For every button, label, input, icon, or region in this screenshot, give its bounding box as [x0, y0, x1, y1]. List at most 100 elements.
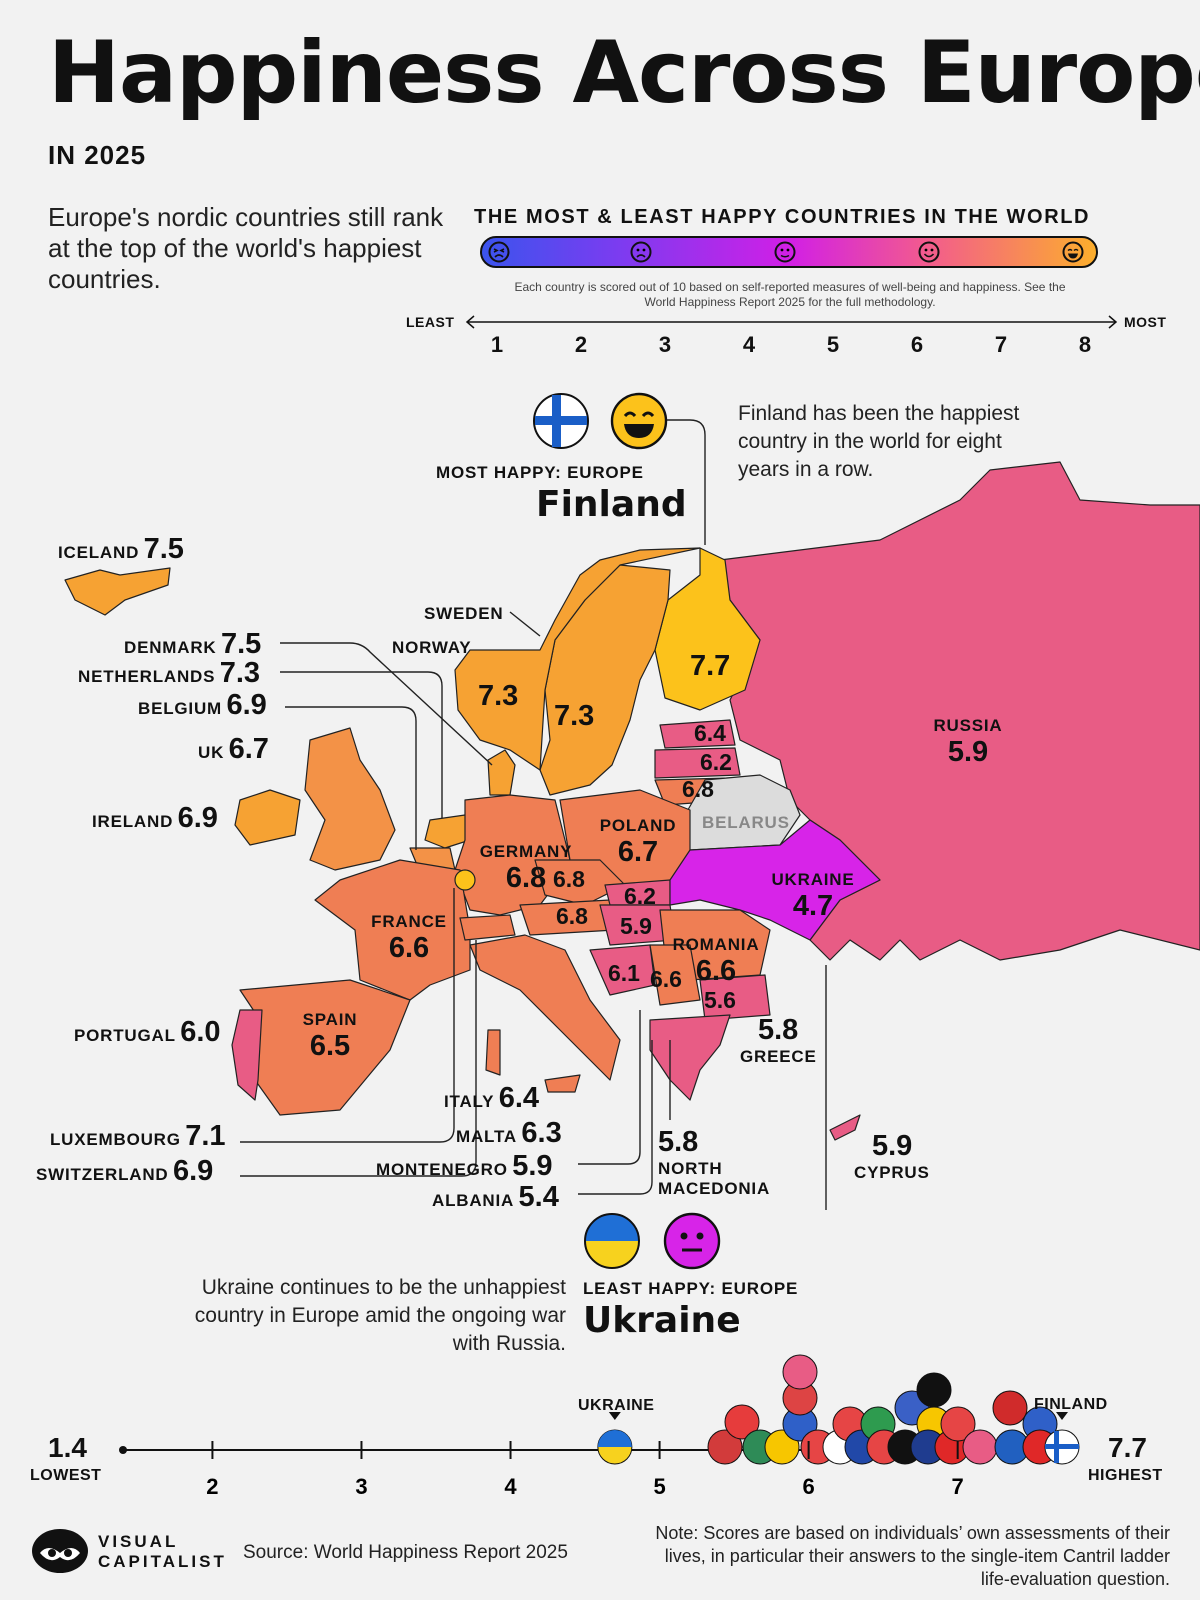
smiling-face-icon [918, 241, 940, 263]
scale-tick-4: 4 [742, 332, 756, 357]
lowest-dot [119, 1446, 127, 1454]
footnote-text: Note: Scores are based on individuals’ o… [655, 1523, 1170, 1589]
lowest-value: 1.4 [48, 1432, 87, 1463]
visual-capitalist-logo-icon [32, 1529, 88, 1573]
page-subtitle: IN 2025 [48, 140, 147, 170]
netherlands-region [424, 814, 471, 849]
austria-score: 6.8 [556, 903, 588, 929]
most-happy-note: Finland has been the happiest country in… [738, 402, 1020, 481]
switzerland-label: SWITZERLAND 6.9 [36, 1155, 214, 1187]
estonia-region [659, 719, 736, 749]
latvia-score: 6.2 [700, 749, 732, 775]
bosnia-region [589, 944, 656, 996]
neutral-face-icon [774, 241, 796, 263]
scale-tick-8: 8 [1078, 332, 1092, 357]
axis-tick-label-6: 6 [802, 1474, 814, 1499]
tired-face-icon [488, 241, 510, 263]
sardinia-region [485, 1029, 501, 1076]
italy-label: ITALY 6.4 [444, 1082, 540, 1114]
finland-region [654, 547, 761, 711]
sweden-label: SWEDEN [424, 604, 504, 623]
cyprus-label: 5.9 CYPRUS [854, 1130, 930, 1182]
grinning-face-icon [1062, 241, 1084, 263]
ukraine-marker [597, 1412, 633, 1465]
finland-marker-label: FINLAND [1034, 1396, 1108, 1413]
greece-region [649, 1014, 731, 1101]
most-happy-country: Finland [536, 484, 687, 525]
sicily-region [544, 1074, 581, 1093]
bulgaria-score: 5.6 [704, 987, 736, 1013]
ukraine-label: UKRAINE 4.7 [771, 870, 855, 922]
portugal-region [231, 1009, 263, 1101]
axis-tick-label-4: 4 [504, 1474, 517, 1499]
switzerland-region [459, 914, 516, 941]
scale-tick-7: 7 [994, 332, 1008, 357]
luxembourg-marker [454, 869, 476, 891]
malta-label: MALTA 6.3 [456, 1117, 562, 1149]
finland-flag-icon [533, 393, 589, 449]
scale-tick-1: 1 [490, 332, 504, 357]
hungary-score: 5.9 [620, 913, 652, 939]
scale-tick-3: 3 [658, 332, 672, 357]
ireland-region [234, 789, 301, 846]
romania-label: ROMANIA 6.6 [672, 935, 760, 987]
cyprus-region [829, 1114, 861, 1141]
page-title: Happiness Across Europe [48, 23, 1200, 123]
portugal-label: PORTUGAL 6.0 [74, 1016, 221, 1048]
norway-label: NORWAY [392, 638, 472, 657]
albania-label: ALBANIA 5.4 [432, 1181, 559, 1213]
axis-tick-label-5: 5 [653, 1474, 665, 1499]
scale-note: Each country is scored out of 10 based o… [514, 280, 1066, 309]
axis-tick-label-2: 2 [206, 1474, 218, 1499]
netherlands-label: NETHERLANDS 7.3 [78, 657, 261, 689]
score-distribution-axis: 2 3 4 5 6 7 [119, 1354, 1080, 1499]
least-happy-heading: LEAST HAPPY: EUROPE [583, 1279, 799, 1298]
europe-map [64, 419, 1200, 1210]
scale-axis-arrow [465, 315, 1118, 329]
russia-region [719, 461, 1200, 961]
denmark-region [487, 749, 516, 796]
lithuania-score: 6.8 [682, 776, 714, 802]
iceland-label: ICELAND 7.5 [58, 533, 184, 565]
highest-value: 7.7 [1108, 1432, 1147, 1463]
least-happy-country: Ukraine [583, 1300, 741, 1341]
least-label: LEAST [406, 314, 455, 330]
ireland-label: IRELAND 6.9 [92, 802, 218, 834]
czechia-score: 6.8 [553, 866, 585, 892]
ukraine-marker-label: UKRAINE [578, 1397, 655, 1414]
iceland-region [64, 567, 171, 616]
intro-text: Europe's nordic countries still rank at … [48, 202, 444, 294]
highlighted-markers [597, 1412, 1080, 1465]
estonia-score: 6.4 [694, 720, 726, 746]
belgium-label: BELGIUM 6.9 [138, 689, 267, 721]
axis-ticks: 2 3 4 5 6 7 [206, 1441, 964, 1499]
latvia-region [654, 747, 741, 779]
luxembourg-label: LUXEMBOURG 7.1 [50, 1120, 226, 1152]
uk-label: UK 6.7 [198, 733, 269, 765]
belarus-label: BELARUS [702, 813, 790, 832]
slovakia-score: 6.2 [624, 883, 656, 909]
denmark-label: DENMARK 7.5 [124, 628, 262, 660]
ukraine-region [669, 819, 881, 941]
north-macedonia-label: 5.8 NORTH MACEDONIA [658, 1126, 771, 1198]
frowning-face-icon [630, 241, 652, 263]
neutral-face-icon [663, 1212, 721, 1270]
uk-region [304, 727, 396, 871]
norway-score: 7.3 [478, 680, 519, 712]
russia-label: RUSSIA 5.9 [933, 716, 1003, 768]
serbia-region [649, 944, 701, 1006]
least-happy-note: Ukraine continues to be the unhappiest c… [194, 1276, 566, 1355]
sweden-score: 7.3 [554, 700, 595, 732]
happiness-gradient-bar [480, 236, 1098, 268]
scale-tick-2: 2 [574, 332, 588, 357]
highest-label: HIGHEST [1088, 1467, 1163, 1484]
bosnia-score: 6.1 [608, 960, 640, 986]
spain-label: SPAIN 6.5 [302, 1010, 358, 1062]
grinning-face-icon [610, 392, 668, 450]
finland-score: 7.7 [690, 650, 731, 682]
country-flag-cluster [707, 1354, 1058, 1465]
italy-region [469, 934, 621, 1081]
serbia-score: 6.6 [650, 966, 682, 992]
ukraine-flag-icon [584, 1213, 640, 1269]
france-label: FRANCE 6.6 [371, 912, 447, 964]
